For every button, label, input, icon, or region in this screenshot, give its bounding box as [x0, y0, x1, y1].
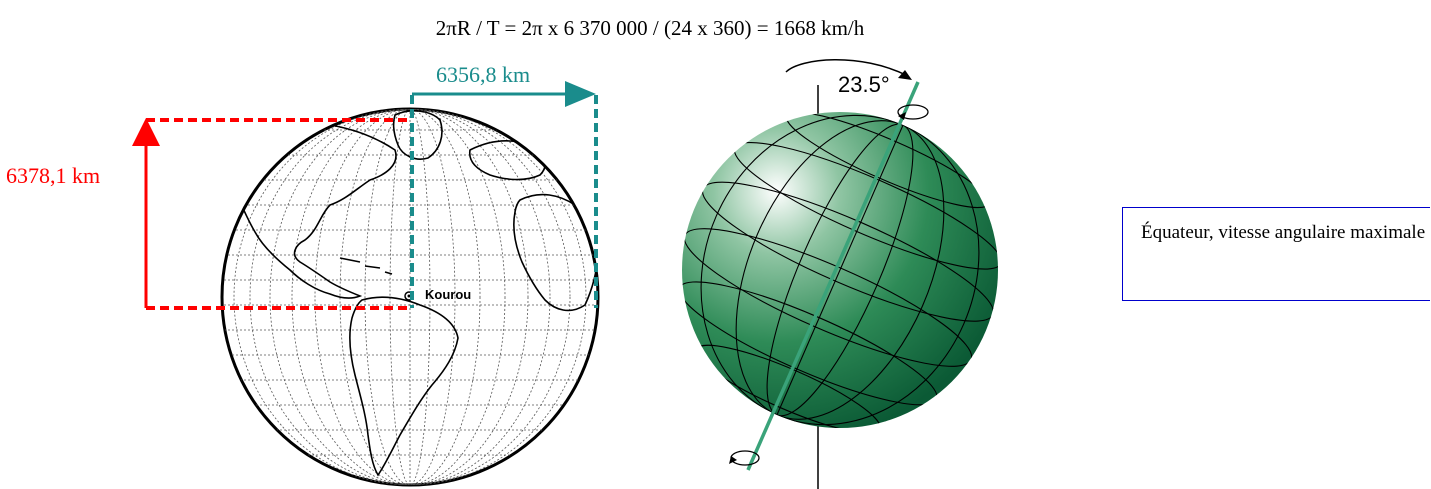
kourou-label: Kourou	[425, 287, 472, 302]
rotation-axis	[746, 81, 920, 471]
equator-info-text: Équateur, vitesse angulaire maximale	[1141, 222, 1426, 243]
equatorial-radius-arrow	[132, 118, 412, 310]
polar-radius-arrow	[410, 81, 598, 308]
polar-radius-label: 6356,8 km	[436, 62, 531, 87]
equator-info-box: Équateur, vitesse angulaire maximale	[1122, 207, 1430, 301]
tilt-arc	[785, 59, 909, 77]
equatorial-radius-label: 6378,1 km	[6, 163, 101, 188]
speed-formula: 2πR / T = 2π x 6 370 000 / (24 x 360) = …	[435, 16, 865, 40]
axial-tilt-label: 23.5°	[838, 72, 890, 97]
top-rotation-icon	[897, 104, 929, 120]
